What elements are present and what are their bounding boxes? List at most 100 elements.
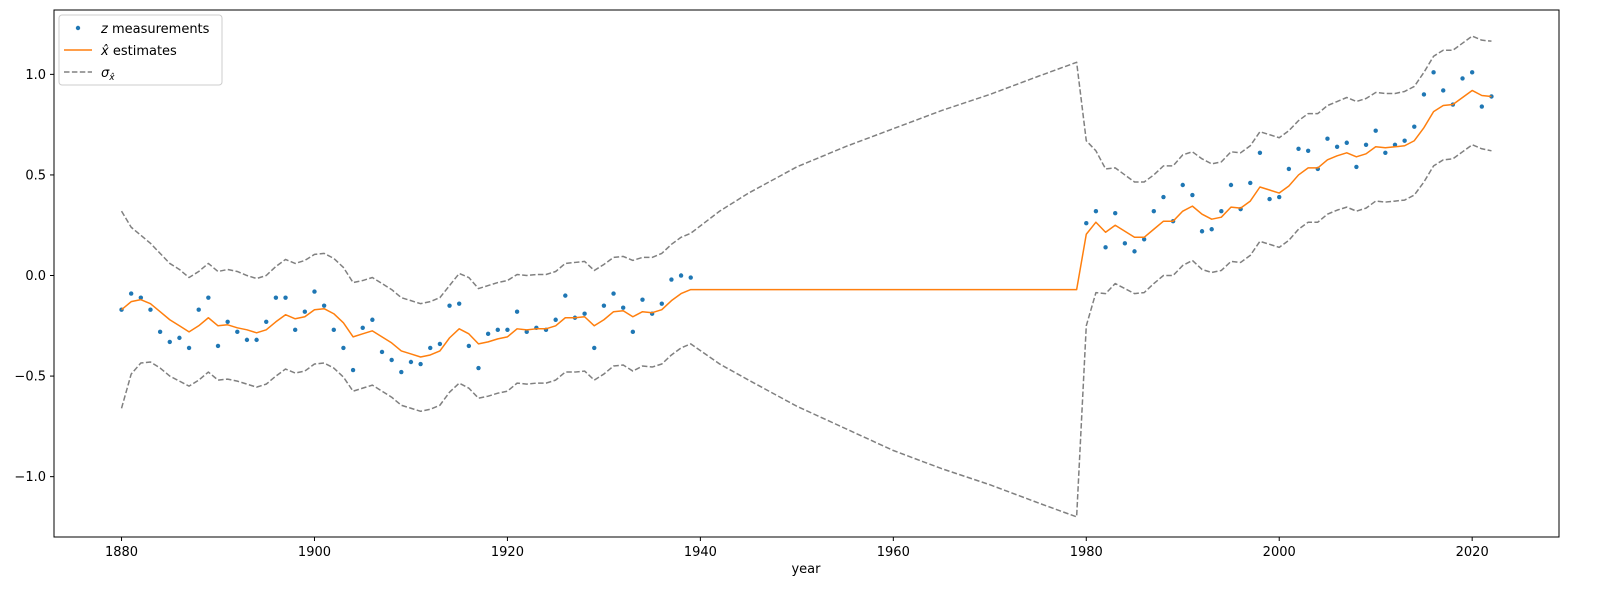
measurement-point <box>1093 208 1099 214</box>
measurement-point <box>1113 210 1118 216</box>
measurement-point <box>1296 146 1301 151</box>
measurement-point <box>370 317 375 322</box>
legend-label-measurements: z measurements <box>100 22 210 37</box>
measurement-point <box>466 343 472 349</box>
estimates-line <box>121 89 1492 358</box>
measurement-point <box>360 325 365 331</box>
measurement-point <box>206 295 211 300</box>
y-tick-label: −0.5 <box>14 370 46 385</box>
plot-frame <box>53 9 1560 538</box>
measurement-point <box>331 327 336 333</box>
measurement-point <box>1084 221 1089 226</box>
x-tick-label: 1940 <box>684 545 717 560</box>
measurement-point <box>1141 237 1147 242</box>
x-tick-label: 1960 <box>877 545 910 560</box>
x-tick-label: 2020 <box>1456 545 1489 560</box>
measurement-point <box>1489 94 1494 99</box>
measurement-point <box>1209 227 1214 232</box>
measurement-point <box>167 339 172 345</box>
measurement-point <box>476 365 481 371</box>
measurement-point <box>447 303 452 308</box>
measurement-point <box>1402 138 1407 143</box>
measurement-point <box>1363 142 1369 147</box>
sigma-upper-line <box>120 35 1492 305</box>
measurement-point <box>505 327 510 333</box>
measurement-point <box>379 349 385 355</box>
legend-entry-estimates: x̂ estimates <box>64 44 177 59</box>
measurement-point <box>225 319 230 324</box>
measurement-point <box>283 295 288 300</box>
measurement-point <box>688 275 693 280</box>
measurement-point <box>302 309 308 314</box>
legend-label-sigma: σx̂ <box>101 66 115 83</box>
measurement-point <box>1103 245 1108 250</box>
measurement-point <box>485 331 491 337</box>
measurement-point <box>1122 241 1128 246</box>
measurement-point <box>264 319 269 324</box>
measurement-point <box>1219 208 1224 214</box>
measurement-point <box>1228 182 1234 188</box>
measurement-point <box>215 343 221 349</box>
measurement-point <box>321 303 327 308</box>
y-tick-label: −1.0 <box>14 470 46 485</box>
measurement-point <box>254 337 259 343</box>
measurement-point <box>1132 249 1137 254</box>
measurement-point <box>592 345 597 351</box>
measurement-point <box>1441 88 1446 93</box>
measurement-point <box>350 367 356 373</box>
y-tick-label: 0.5 <box>25 168 46 183</box>
measurement-point <box>1421 92 1427 97</box>
legend: z measurements x̂ estimates σx̂ <box>58 14 223 86</box>
measurement-point <box>1392 142 1398 147</box>
measurement-point <box>273 295 279 300</box>
measurement-point <box>235 329 240 335</box>
measurement-point <box>1412 124 1417 129</box>
measurement-point <box>408 359 414 365</box>
measurement-point <box>128 291 134 296</box>
measurement-point <box>341 345 346 351</box>
measurement-point <box>1277 194 1282 200</box>
measurement-point <box>389 357 394 363</box>
measurement-point <box>437 341 443 347</box>
legend-box <box>58 14 223 86</box>
y-tick-label: 1.0 <box>25 68 46 83</box>
measurement-point <box>138 295 144 300</box>
measurement-point <box>563 293 568 298</box>
measurement-point <box>601 303 607 308</box>
measurement-point <box>1431 70 1436 75</box>
measurement-point <box>1344 140 1349 145</box>
measurement-point <box>1305 148 1311 153</box>
measurement-point <box>611 291 616 296</box>
measurement-point <box>514 309 520 314</box>
axes: 1880 1900 1920 1940 1960 1980 2000 2020 −1.0 −0.5… <box>14 68 1488 560</box>
measurement-point <box>1383 150 1388 156</box>
measurement-point <box>418 361 423 367</box>
measurement-point <box>148 307 153 312</box>
measurement-point <box>312 289 317 294</box>
measurement-point <box>1190 192 1195 198</box>
measurement-point <box>630 329 636 335</box>
measurement-point <box>428 345 433 351</box>
legend-symbol-sigma: σ <box>101 66 110 81</box>
measurement-point <box>1469 70 1475 75</box>
measurement-point <box>1354 164 1359 170</box>
measurement-point <box>659 301 664 306</box>
measurement-point <box>399 369 404 375</box>
legend-symbol-estimates: x̂ <box>100 44 109 59</box>
measurement-point <box>1373 128 1378 133</box>
measurement-point <box>1334 144 1340 149</box>
measurement-point <box>524 329 529 335</box>
x-tick-label: 1880 <box>105 545 138 560</box>
measurement-point <box>1199 229 1205 234</box>
legend-subscript-sigma: x̂ <box>108 72 115 83</box>
x-tick-label: 1980 <box>1070 545 1103 560</box>
legend-entry-sigma: σx̂ <box>64 66 115 83</box>
measurement-point <box>1267 196 1272 202</box>
x-tick-label: 1900 <box>298 545 331 560</box>
measurement-point <box>640 297 645 302</box>
x-tick-label: 1920 <box>491 545 524 560</box>
measurement-point <box>456 301 462 306</box>
measurement-point <box>177 335 182 341</box>
legend-symbol-measurements: z <box>100 22 109 37</box>
